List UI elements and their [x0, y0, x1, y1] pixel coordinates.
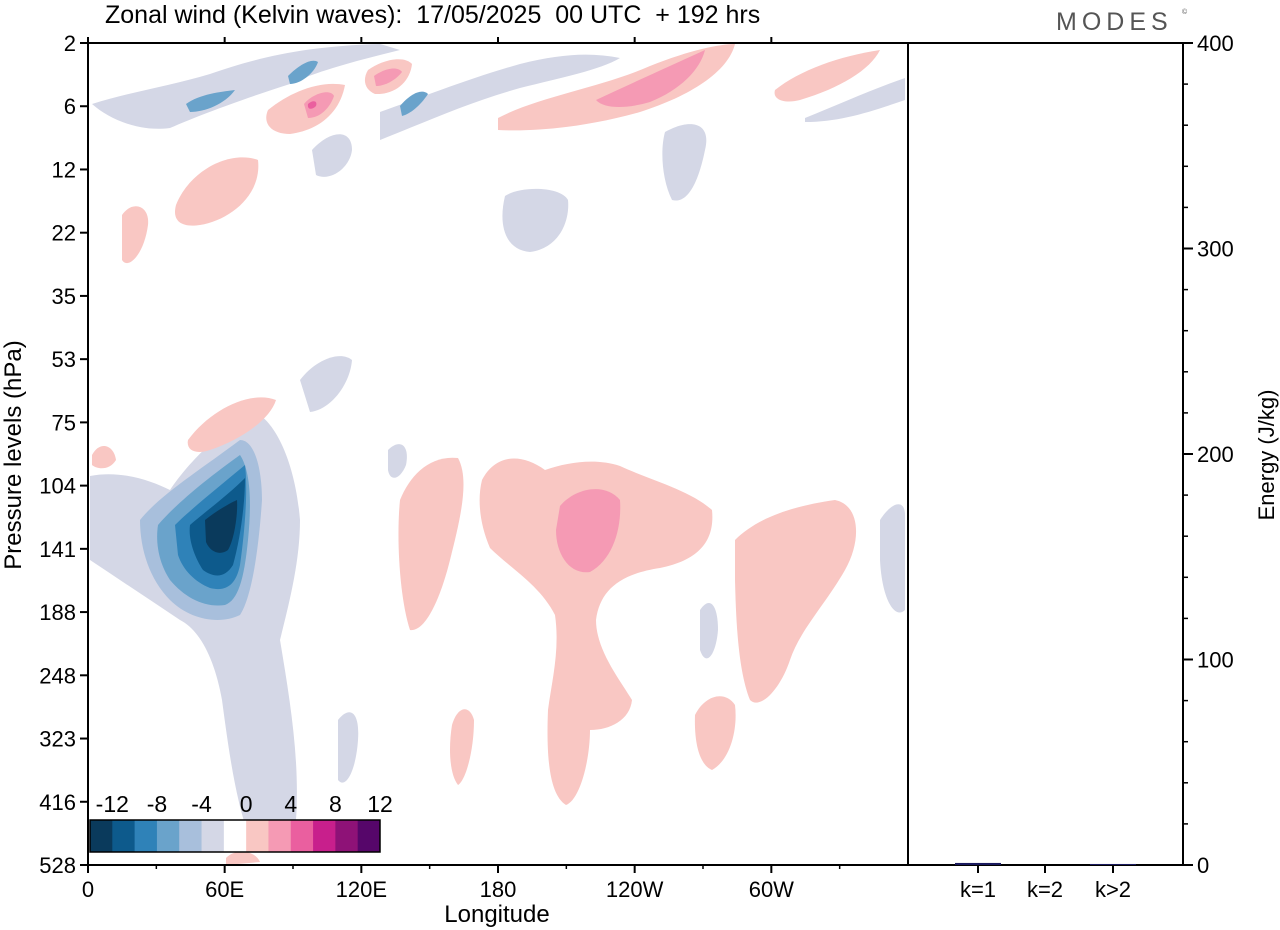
energy-tick-label: 200	[1197, 442, 1234, 467]
y-tick-label: 22	[52, 221, 76, 246]
contour-pos-weak	[479, 458, 713, 805]
colorbar-label: -4	[191, 791, 212, 817]
colorbar-swatch	[134, 820, 158, 852]
colorbar-label: 12	[367, 791, 393, 817]
colorbar-label: 0	[240, 791, 253, 817]
contour-pos-weak	[187, 397, 276, 452]
x-tick-label: 60W	[749, 877, 794, 902]
brand-copyright-mark: ©	[1182, 9, 1188, 16]
colorbar-swatch	[112, 820, 136, 852]
y-tick-label: 416	[39, 790, 76, 815]
contour-pos-weak	[122, 206, 149, 264]
colorbar-label: -8	[147, 791, 167, 817]
energy-y-axis: 0 100 200 300 400	[1183, 31, 1234, 878]
energy-frame	[907, 42, 1184, 866]
colorbar-swatch	[313, 820, 336, 852]
y-tick-label: 75	[52, 410, 76, 435]
contour-neg-weak	[805, 78, 905, 122]
x-tick-label: 60E	[205, 877, 244, 902]
contour-pos-weak	[694, 696, 736, 770]
y-axis-label: Pressure levels (hPa)	[0, 340, 27, 569]
contour-pos-weak	[735, 500, 857, 703]
contour-pos-weak	[175, 157, 259, 226]
colorbar-swatch	[90, 820, 113, 852]
contour-neg-moderate	[288, 60, 318, 84]
contour-neg-extreme	[205, 500, 238, 553]
contour-neg-weak	[300, 356, 352, 412]
x-axis-label: Longitude	[444, 901, 549, 928]
energy-axis-label: Energy (J/kg)	[1254, 390, 1279, 521]
x-tick-label: 180	[480, 877, 517, 902]
contour-pos-weak	[774, 50, 880, 102]
contour-pos-moderate	[374, 68, 402, 86]
colorbar-swatch	[179, 820, 203, 852]
contour-pos-weak	[226, 851, 260, 865]
y-tick-label: 528	[39, 853, 76, 878]
colorbar-label: -12	[96, 791, 129, 817]
colorbar-swatch	[357, 820, 381, 852]
energy-category-label: k>2	[1095, 877, 1131, 902]
colorbar-label: 8	[329, 791, 342, 817]
brand-logo: MODES	[1056, 8, 1173, 36]
colorbar-swatch	[268, 820, 292, 852]
colorbar: -12 -8 -4 0 4 8 12	[89, 791, 393, 853]
y-tick-label: 35	[52, 284, 76, 309]
contour-pos-strong	[307, 101, 317, 109]
energy-tick-label: 300	[1197, 237, 1234, 262]
contour-pos-moderate	[304, 92, 334, 118]
colorbar-swatch	[156, 820, 180, 852]
energy-tick-label: 0	[1197, 853, 1209, 878]
contour-pos-weak	[450, 709, 474, 785]
contour-neg-moderate	[400, 91, 428, 116]
energy-bar-k=1	[955, 862, 1001, 865]
energy-bars: k=1 k=2 k>2	[955, 862, 1136, 902]
contour-pos-weak	[92, 445, 116, 469]
colorbar-swatch	[223, 820, 247, 852]
colorbar-label: 4	[284, 791, 297, 817]
energy-category-label: k=2	[1027, 877, 1063, 902]
contour-neg-weak	[700, 602, 718, 659]
energy-category-label: k=1	[960, 877, 996, 902]
contour-neg-weak	[380, 54, 620, 140]
y-axis: 2 6 12 22 35 53 75 104 141 188 248 323 416 528	[39, 31, 88, 878]
colorbar-swatch	[335, 820, 359, 852]
contour-neg-weak	[662, 124, 707, 201]
colorbar-swatch	[201, 820, 225, 852]
contour-neg-moderate	[186, 90, 235, 112]
contour-neg-weak	[338, 712, 359, 783]
y-tick-label: 104	[39, 474, 76, 499]
y-tick-label: 2	[64, 31, 76, 56]
x-tick-label: 120E	[336, 877, 387, 902]
colorbar-swatch	[290, 820, 314, 852]
contour-pos-weak	[398, 457, 464, 631]
y-tick-label: 188	[39, 600, 76, 625]
colorbar-frame	[89, 819, 381, 853]
y-tick-label: 248	[39, 663, 76, 688]
y-tick-label: 6	[64, 94, 76, 119]
x-tick-label: 120W	[606, 877, 664, 902]
colorbar-swatch	[246, 820, 269, 852]
contour-neg-weak	[92, 44, 400, 129]
x-axis: 0 60E 120E 180 120W 60W	[82, 37, 841, 902]
energy-bar-k>2	[1090, 863, 1136, 865]
contour-neg-weak	[880, 504, 905, 613]
energy-tick-label: 100	[1197, 648, 1234, 673]
chart-title: Zonal wind (Kelvin waves): 17/05/2025 00…	[105, 1, 761, 29]
contour-neg-weak	[312, 134, 352, 177]
y-tick-label: 141	[39, 537, 76, 562]
contour-pos-moderate	[596, 50, 705, 107]
contour-field	[90, 44, 905, 865]
x-tick-label: 0	[82, 877, 94, 902]
y-tick-label: 323	[39, 727, 76, 752]
contour-neg-weak	[388, 444, 407, 478]
contour-neg-weak	[502, 188, 569, 252]
y-tick-label: 12	[52, 157, 76, 182]
energy-tick-label: 400	[1197, 31, 1234, 56]
contour-pos-moderate	[556, 489, 621, 573]
y-tick-label: 53	[52, 347, 76, 372]
